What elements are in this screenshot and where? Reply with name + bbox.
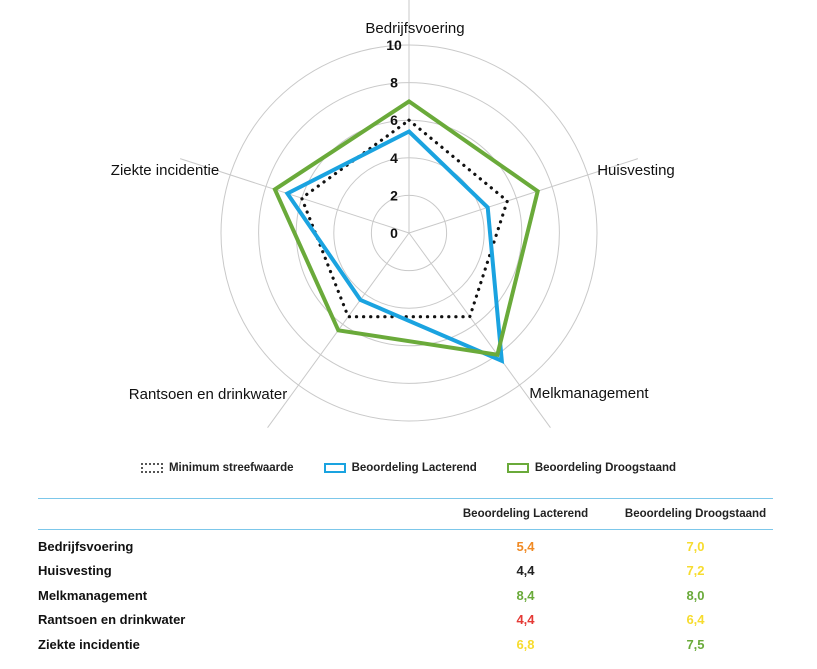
- table-header: Beoordeling Lacterend Beoordeling Droogs…: [38, 499, 773, 529]
- row-name: Rantsoen en drinkwater: [38, 612, 186, 628]
- table-row: Rantsoen en drinkwater 4,4 6,4: [38, 608, 773, 633]
- series-line-2: [272, 98, 540, 357]
- legend-label-lacterend: Beoordeling Lacterend: [351, 462, 477, 474]
- row-lacterend-value: 6,8: [516, 636, 535, 652]
- axis-spoke: [179, 158, 410, 234]
- tick-label: 10: [386, 37, 402, 53]
- scores-table: Beoordeling Lacterend Beoordeling Droogs…: [38, 498, 773, 657]
- row-droogstaand-value: 6,4: [686, 612, 705, 628]
- series-line-1: [284, 129, 505, 364]
- table-row: Huisvesting 4,4 7,2: [38, 559, 773, 584]
- row-name: Melkmanagement: [38, 587, 148, 603]
- axis-label: Bedrijfsvoering: [365, 20, 464, 37]
- chart-legend: Minimum streefwaarde Beoordeling Lactere…: [0, 462, 817, 474]
- legend-swatch-lacterend: [323, 463, 346, 473]
- row-lacterend-value: 5,4: [516, 538, 535, 554]
- table-row: Bedrijfsvoering 5,4 7,0: [38, 534, 773, 559]
- row-droogstaand-value: 7,0: [686, 538, 705, 554]
- table-header-rule: [38, 529, 773, 530]
- table-row: Ziekte incidentie 6,8 7,5: [38, 632, 773, 657]
- tick-label: 4: [390, 150, 398, 166]
- row-name: Ziekte incidentie: [38, 636, 140, 652]
- row-name: Bedrijfsvoering: [38, 538, 134, 554]
- row-droogstaand-value: 8,0: [686, 587, 705, 603]
- axis-spoke: [408, 158, 639, 234]
- row-lacterend-value: 4,4: [516, 612, 535, 628]
- row-droogstaand-value: 7,2: [686, 563, 705, 579]
- row-droogstaand-value: 7,5: [686, 636, 705, 652]
- axis-spoke: [408, 232, 551, 428]
- row-lacterend-value: 8,4: [516, 587, 535, 603]
- axis-label: Rantsoen en drinkwater: [129, 386, 287, 403]
- table-row: Melkmanagement 8,4 8,0: [38, 583, 773, 608]
- legend-label-droogstaand: Beoordeling Droogstaand: [534, 462, 677, 474]
- row-lacterend-value: 4,4: [516, 563, 535, 579]
- row-name: Huisvesting: [38, 563, 112, 579]
- tick-label: 2: [390, 187, 398, 203]
- axis-label: Melkmanagement: [529, 385, 649, 402]
- legend-swatch-minimum: [140, 463, 163, 473]
- series-line-0: [299, 118, 510, 319]
- header-lacterend: Beoordeling Lacterend: [462, 508, 589, 520]
- legend-item-lacterend: Beoordeling Lacterend: [323, 462, 477, 474]
- table-top-rule: [38, 498, 773, 499]
- axis-label: Ziekte incidentie: [111, 162, 219, 179]
- tick-label: 0: [390, 225, 398, 241]
- legend-item-droogstaand: Beoordeling Droogstaand: [506, 462, 677, 474]
- tick-label: 6: [390, 112, 398, 128]
- legend-label-minimum: Minimum streefwaarde: [168, 462, 294, 474]
- legend-item-minimum: Minimum streefwaarde: [140, 462, 294, 474]
- header-droogstaand: Beoordeling Droogstaand: [624, 508, 767, 520]
- axis-label: Huisvesting: [597, 162, 675, 179]
- tick-label: 8: [390, 75, 398, 91]
- legend-swatch-droogstaand: [506, 463, 529, 473]
